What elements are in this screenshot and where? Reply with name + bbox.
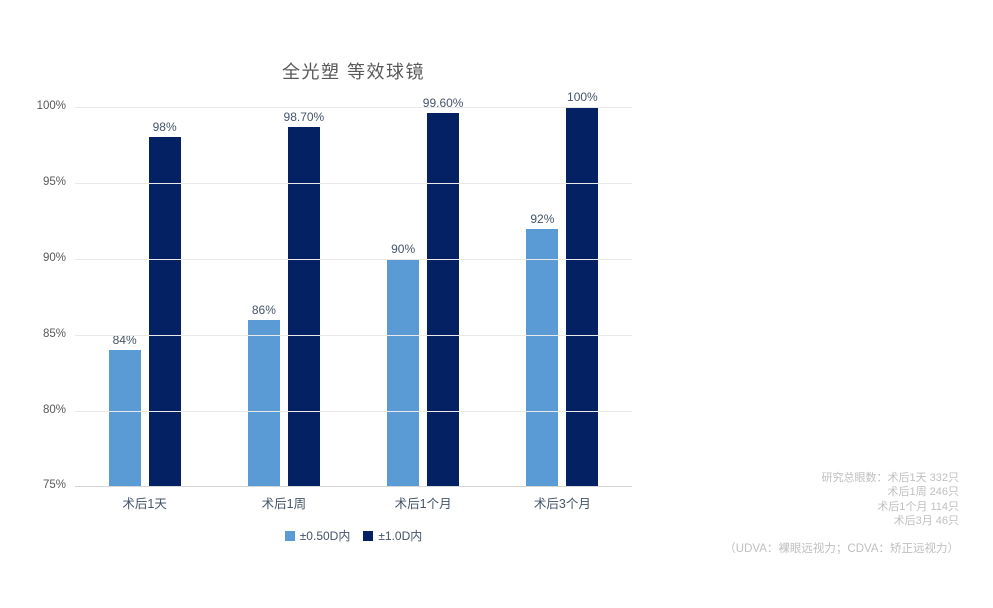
annotation-line: 研究总眼数：术后1天 332只 bbox=[821, 472, 959, 484]
bar-value-label: 100% bbox=[567, 90, 598, 104]
bar-group: 84% 98% bbox=[75, 107, 214, 487]
bar-value-label: 84% bbox=[112, 333, 137, 347]
chart-title: 全光塑 等效球镜 bbox=[281, 62, 425, 82]
legend-swatch-icon bbox=[284, 530, 295, 541]
legend-label: ±0.50D内 bbox=[299, 529, 351, 543]
annotation-block: 研究总眼数：术后1天 332只 术后1周 246只 术后1个月 114只 术后3… bbox=[724, 471, 959, 556]
bar-value-label: 99.60% bbox=[422, 96, 464, 110]
bar-value-label: 98.70% bbox=[283, 110, 325, 124]
x-axis: 术后1天 术后1周 术后1个月 术后3个月 bbox=[75, 493, 632, 512]
bar-value-label: 90% bbox=[391, 242, 416, 256]
y-axis: 75% 80% 85% 90% 95% 100% bbox=[0, 100, 66, 491]
bar-group: 90% 99.60% bbox=[354, 96, 493, 487]
annotation-line: 术后1个月 114只 bbox=[877, 500, 959, 513]
bar: 100% bbox=[566, 90, 599, 487]
legend-label: ±1.0D内 bbox=[378, 529, 423, 543]
y-axis-label: 100% bbox=[36, 100, 66, 112]
y-axis-label: 90% bbox=[42, 252, 66, 264]
y-gridline bbox=[75, 335, 632, 336]
y-axis-label: 80% bbox=[42, 404, 66, 416]
bar: 86% bbox=[247, 303, 280, 487]
legend-item: ±0.50D内 bbox=[284, 527, 351, 544]
bar-value-label: 98% bbox=[152, 120, 177, 134]
y-axis-label: 85% bbox=[42, 328, 66, 340]
bar: 90% bbox=[387, 242, 420, 487]
annotation-line: 术后1周 246只 bbox=[887, 486, 959, 499]
y-gridline bbox=[75, 107, 632, 108]
y-gridline bbox=[75, 183, 632, 184]
y-axis-label: 95% bbox=[42, 176, 66, 188]
annotation-line: 术后3月 46只 bbox=[893, 515, 959, 528]
bar-group: 86% 98.70% bbox=[214, 107, 353, 487]
plot-area: 84% 98% 86% 98.70% 90% 99.60% 92% 100% bbox=[75, 90, 632, 487]
bar: 99.60% bbox=[423, 96, 463, 487]
bar: 84% bbox=[108, 333, 141, 487]
legend-item: ±1.0D内 bbox=[363, 527, 422, 544]
bar: 98% bbox=[148, 120, 181, 487]
category-label: 术后1天 bbox=[122, 497, 167, 511]
bar: 92% bbox=[526, 212, 559, 487]
bar: 98.70% bbox=[284, 110, 324, 487]
y-gridline bbox=[75, 486, 632, 487]
category-label: 术后3个月 bbox=[533, 497, 591, 511]
category-label: 术后1个月 bbox=[394, 497, 452, 511]
category-label: 术后1周 bbox=[261, 497, 307, 511]
bar-value-label: 92% bbox=[530, 212, 555, 226]
legend: ±0.50D内 ±1.0D内 bbox=[75, 527, 632, 544]
y-gridline bbox=[75, 259, 632, 260]
bar-value-label: 86% bbox=[251, 303, 276, 317]
annotation-footnote: （UDVA：裸眼远视力；CDVA：矫正远视力） bbox=[724, 542, 959, 555]
y-gridline bbox=[75, 411, 632, 412]
y-axis-label: 75% bbox=[42, 479, 66, 491]
legend-swatch-icon bbox=[363, 530, 374, 541]
bar-group: 92% 100% bbox=[493, 90, 632, 487]
bar-groups: 84% 98% 86% 98.70% 90% 99.60% 92% 100% bbox=[75, 90, 632, 487]
